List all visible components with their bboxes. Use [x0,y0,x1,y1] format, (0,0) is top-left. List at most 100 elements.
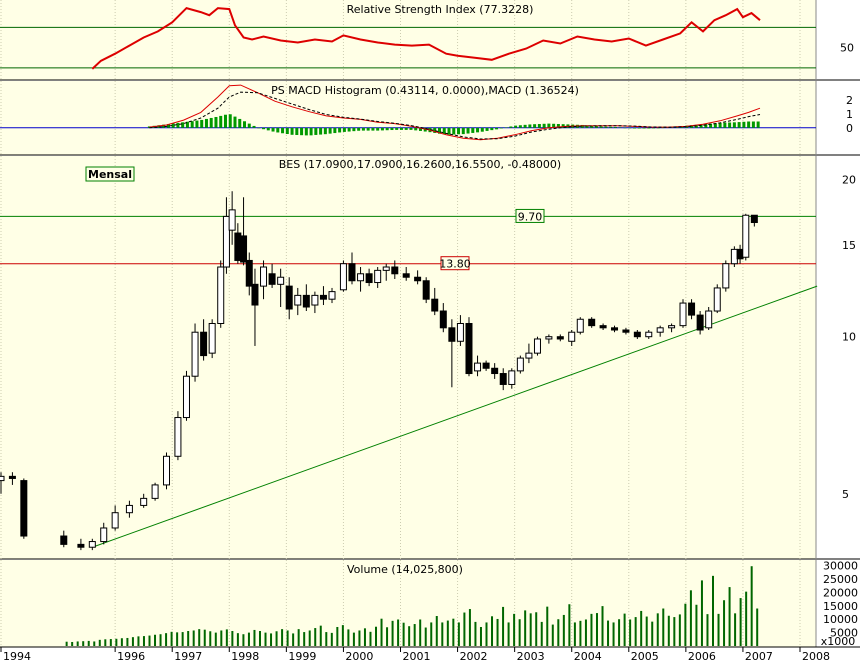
volume-bar [308,630,311,646]
volume-tick-label: 15000 [823,600,858,613]
macd-histogram-bar [290,127,294,135]
price-candle-body [622,329,630,333]
x-tick-label: 2008 [802,650,830,661]
price-candle-body [382,266,390,271]
volume-bar [375,626,378,646]
volume-bar [352,632,355,646]
macd-histogram-bar [661,127,665,129]
rsi-levels [0,26,816,69]
price-candle-body [422,280,430,300]
x-tick-label: 2001 [403,650,431,661]
volume-axis-background [816,560,860,647]
volume-bar [391,620,394,646]
volume-bar [706,614,709,646]
macd-histogram-bar [366,127,370,131]
price-candle-body [311,294,319,306]
volume-bar [430,622,433,646]
price-candle-body [742,214,750,258]
macd-histogram-bar [409,127,413,130]
price-candle-body [533,338,541,354]
macd-histogram-bar [632,127,636,129]
volume-bar [579,620,582,646]
volume-bar [270,633,273,646]
macd-plot-background [0,81,816,155]
price-candle-body [491,367,499,375]
macd-histogram-bar [418,127,422,131]
price-candle-body [100,527,108,543]
volume-bar [104,639,107,646]
volume-bar [137,636,140,646]
macd-histogram-bar [747,121,751,128]
volume-bars [65,566,759,646]
macd-histogram-bar [361,127,365,131]
price-candle-body [556,336,564,340]
volume-bar [723,600,726,646]
macd-histogram-bar [718,122,722,128]
price-candle-body [182,375,190,419]
macd-histogram-bar [637,127,641,129]
volume-bar [154,634,157,646]
volume-bar [336,626,339,646]
price-candle-body [285,285,293,310]
rsi-panel: Relative Strength Index (77.3228) 50 [0,0,860,81]
volume-bar [557,619,560,646]
x-tick-label: 1996 [117,650,145,661]
volume-bar [358,630,361,646]
macd-histogram-bar [690,125,694,128]
price-candle-body [60,535,68,545]
volume-bar [209,631,212,646]
macd-tick-label: 0 [846,122,853,135]
volume-bar [656,613,659,646]
macd-histogram-bar [604,126,608,128]
macd-histogram-bar [433,127,437,133]
volume-bar [397,619,400,646]
macd-histogram-bar [656,127,660,129]
volume-bar [165,633,168,646]
volume-bar [264,632,267,646]
macd-histogram-bar [642,127,646,129]
volume-bar [369,631,372,646]
volume-bar [325,632,328,646]
price-axis-background [816,156,860,559]
price-candle-body [713,287,721,312]
volume-bar [109,639,112,646]
macd-histogram-bar [547,123,551,128]
macd-histogram-bar [323,127,327,135]
volume-bar [524,610,527,646]
volume-bar [236,633,239,646]
volume-bar [181,632,184,646]
price-hline-label-box-0 [515,208,545,223]
volume-bar [247,632,250,646]
macd-signal-line [149,91,761,140]
price-candle-body [482,362,490,369]
price-plot-background [0,156,816,559]
price-panel: 9.70 13.80 BES (17.0900,17.0900,16.2600,1… [0,156,860,560]
volume-bar [170,631,173,646]
volume-bar [612,622,615,646]
volume-bar [629,619,632,646]
volume-bar [673,617,676,646]
price-candle-body [688,302,696,316]
price-candle-body [191,331,199,377]
price-candle-body [245,259,253,287]
price-candle-body [668,325,676,329]
macd-histogram-bar [713,123,717,128]
volume-bar [513,613,516,646]
volume-bar [651,621,654,646]
volume-bar [734,613,737,646]
price-candle-body [319,294,327,300]
macd-histogram-bar [514,125,518,128]
volume-bar [71,641,74,646]
x-axis: 1994 1996 1997 1998 1999 2000 2001 2002 2003 2004… [0,646,860,663]
volume-bar [386,627,389,646]
volume-bar [65,641,68,646]
price-candle-body [402,273,410,278]
price-candle-body [568,331,576,342]
price-candle-body [294,294,302,306]
macd-histogram-bar [723,122,727,128]
x-tick-label: 2006 [688,650,716,661]
volume-title: Volume (14,025,800) [347,563,463,576]
macd-histogram-bar [228,114,232,128]
macd-axis-background [816,81,860,155]
macd-histogram-bar [447,127,451,135]
